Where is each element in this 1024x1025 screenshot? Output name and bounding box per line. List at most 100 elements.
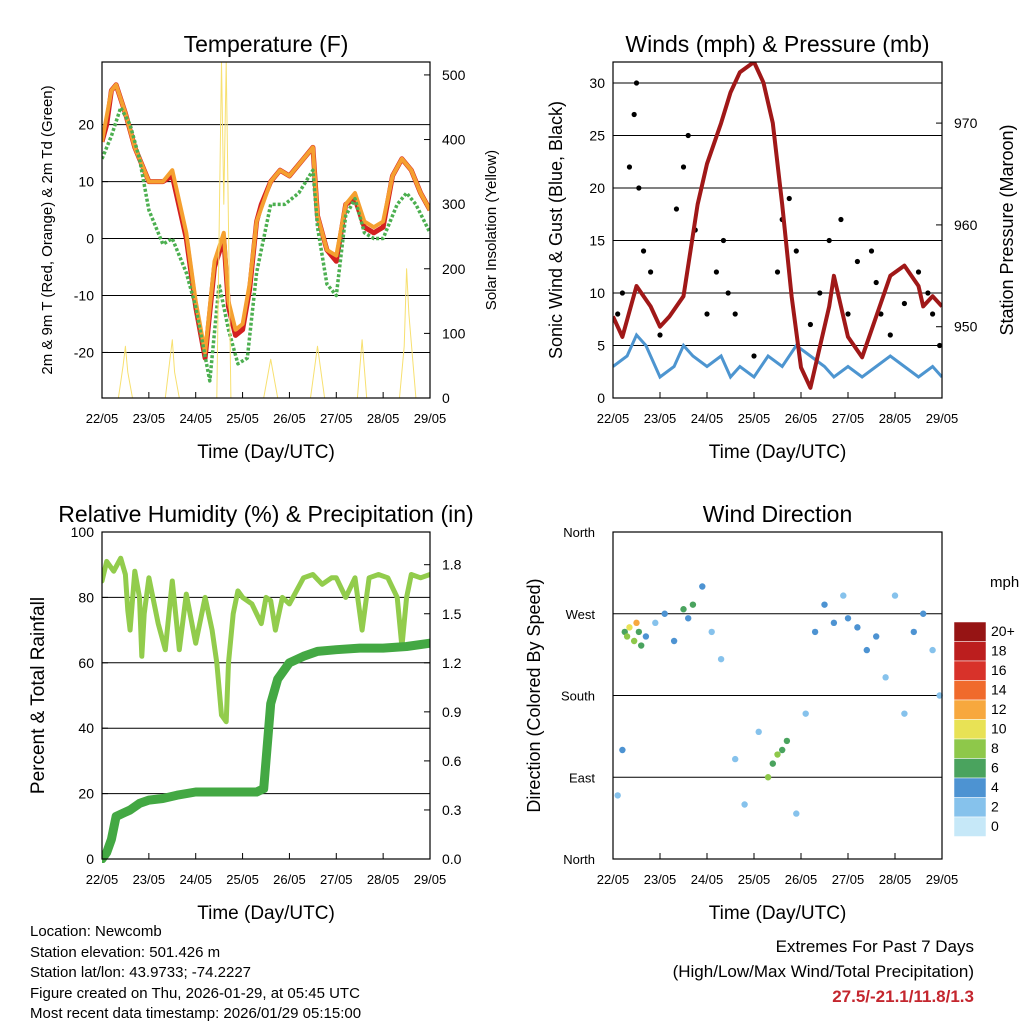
winds-title: Winds (mph) & Pressure (mb) [625,31,929,57]
wind-direction-point [623,633,631,640]
wind-direction-ytick-label: West [566,607,596,622]
wind-direction-ytick-label: East [569,770,595,785]
winds-gust-point [680,164,687,170]
winds-xtick-label: 27/05 [832,411,865,426]
wind-direction-point [821,601,828,608]
wind_direction-xtick-label: 23/05 [644,872,677,887]
created-text: Figure created on Thu, 2026-01-29, at 05… [30,984,360,1002]
winds-gust-point [636,185,642,191]
winds-ytick-label: 25 [589,128,605,144]
colorbar-swatch [953,777,987,798]
colorbar-swatch [953,641,987,662]
wind-direction-point [652,619,659,627]
wind_direction-xtick-label: 24/05 [691,872,724,887]
winds-gust-point [868,248,875,254]
temperature-ytick-label: 10 [78,174,94,190]
winds-series-sonic-wind [613,332,942,380]
colorbar-label: 18 [991,643,1007,659]
wind-direction-point [844,615,852,622]
temperature-frame [101,61,431,399]
winds-plot-area [613,62,942,390]
humidity-ytick-right-label: 0.9 [442,704,462,720]
humidity-ytick-right-label: 1.8 [442,557,462,573]
humidity-xtick-label: 28/05 [367,872,400,887]
wind-direction-point [783,737,791,745]
wind-direction-point [732,755,739,763]
winds-gust-point [901,300,908,307]
winds-gust-point [631,111,637,118]
colorbar-swatch [953,719,987,740]
humidity-xtick-label: 26/05 [273,872,306,887]
wind-direction-point [619,746,626,754]
wind_direction-xtick-label: 27/05 [832,872,865,887]
humidity-ytick-label: 20 [78,786,94,802]
wind-direction-point [873,633,880,640]
colorbar-label: 16 [991,662,1007,678]
humidity-ytick-right-label: 1.2 [442,655,462,671]
wind-direction-point [661,610,668,617]
humidity-xtick-label: 29/05 [414,872,447,887]
colorbar-swatch [953,660,987,681]
colorbar-swatch [953,699,987,720]
wind-direction-point [635,628,643,636]
winds-ytick-label: 10 [589,285,605,301]
humidity-series-total-precipitation [102,638,430,863]
winds-ytick-label: 20 [589,180,605,196]
wind-direction-point [863,646,870,654]
temperature-ytick-label: -10 [74,287,94,303]
temperature-title: Temperature (F) [184,31,349,57]
humidity-ytick-right-label: 0.6 [442,753,462,769]
colorbar-swatch [953,816,987,837]
humidity-ytick-label: 100 [71,524,95,540]
wind-direction-point [642,633,650,640]
winds-gust-point [915,269,922,275]
winds-gust-point [626,164,633,170]
winds-gust-point [854,258,861,265]
extremes-values: 27.5/-21.1/11.8/1.3 [832,987,974,1006]
winds-ylabel-right: Station Pressure (Maroon) [997,124,1017,335]
temperature-ylabel: 2m & 9m T (Red, Orange) & 2m Td (Green) [39,85,56,374]
humidity-xtick-label: 25/05 [226,872,259,887]
wind_direction-xtick-label: 28/05 [879,872,912,887]
winds-gust-point [925,290,931,296]
temperature-ytick-right-label: 200 [442,261,466,277]
humidity-xlabel: Time (Day/UTC) [197,903,335,924]
wind-direction-point [910,628,917,636]
wind-speed-colorbar: mph 20+ 18 16 14 12 10 8 6 4 2 0 [953,574,1019,837]
wind-direction-point [840,592,847,599]
winds-xtick-label: 28/05 [879,411,912,426]
winds-series-pressure [613,62,942,390]
temperature-xtick-label: 29/05 [414,411,447,426]
wind-direction-point [769,760,776,767]
humidity-title: Relative Humidity (%) & Precipitation (i… [58,501,473,527]
winds-gust-point [725,290,731,296]
winds-gust-point [648,269,654,275]
wind-direction-point [901,710,908,717]
temperature-ylabel-right: Solar Insolation (Yellow) [483,150,500,310]
temperature-ytick-right-label: 400 [442,132,466,148]
colorbar-swatch [953,738,987,759]
location-text: Location: Newcomb [30,923,162,940]
winds-xtick-label: 23/05 [644,411,677,426]
winds-xtick-label: 25/05 [738,411,771,426]
winds-ytick-label: 0 [597,390,605,406]
extremes-subtitle: (High/Low/Max Wind/Total Precipitation) [672,962,974,981]
winds-gust-point [633,80,640,86]
temperature-xlabel: Time (Day/UTC) [197,442,335,463]
colorbar-label: 14 [991,682,1007,698]
wind-direction-point [633,619,640,627]
wind-direction-ytick-label: North [563,525,595,540]
winds-xtick-label: 26/05 [785,411,818,426]
temperature-plot-area [102,62,430,398]
winds-gust-point [807,321,814,328]
humidity-xtick-label: 23/05 [133,872,166,887]
wind_direction-xtick-label: 29/05 [926,872,959,887]
winds-xtick-label: 24/05 [691,411,724,426]
humidity-ytick-right-label: 1.5 [442,606,462,622]
wind-direction-point [774,751,781,758]
wind-direction-point [764,774,772,781]
winds-gust-point [817,290,823,296]
winds-gust-point [657,332,663,338]
wind-direction-point [670,637,678,645]
